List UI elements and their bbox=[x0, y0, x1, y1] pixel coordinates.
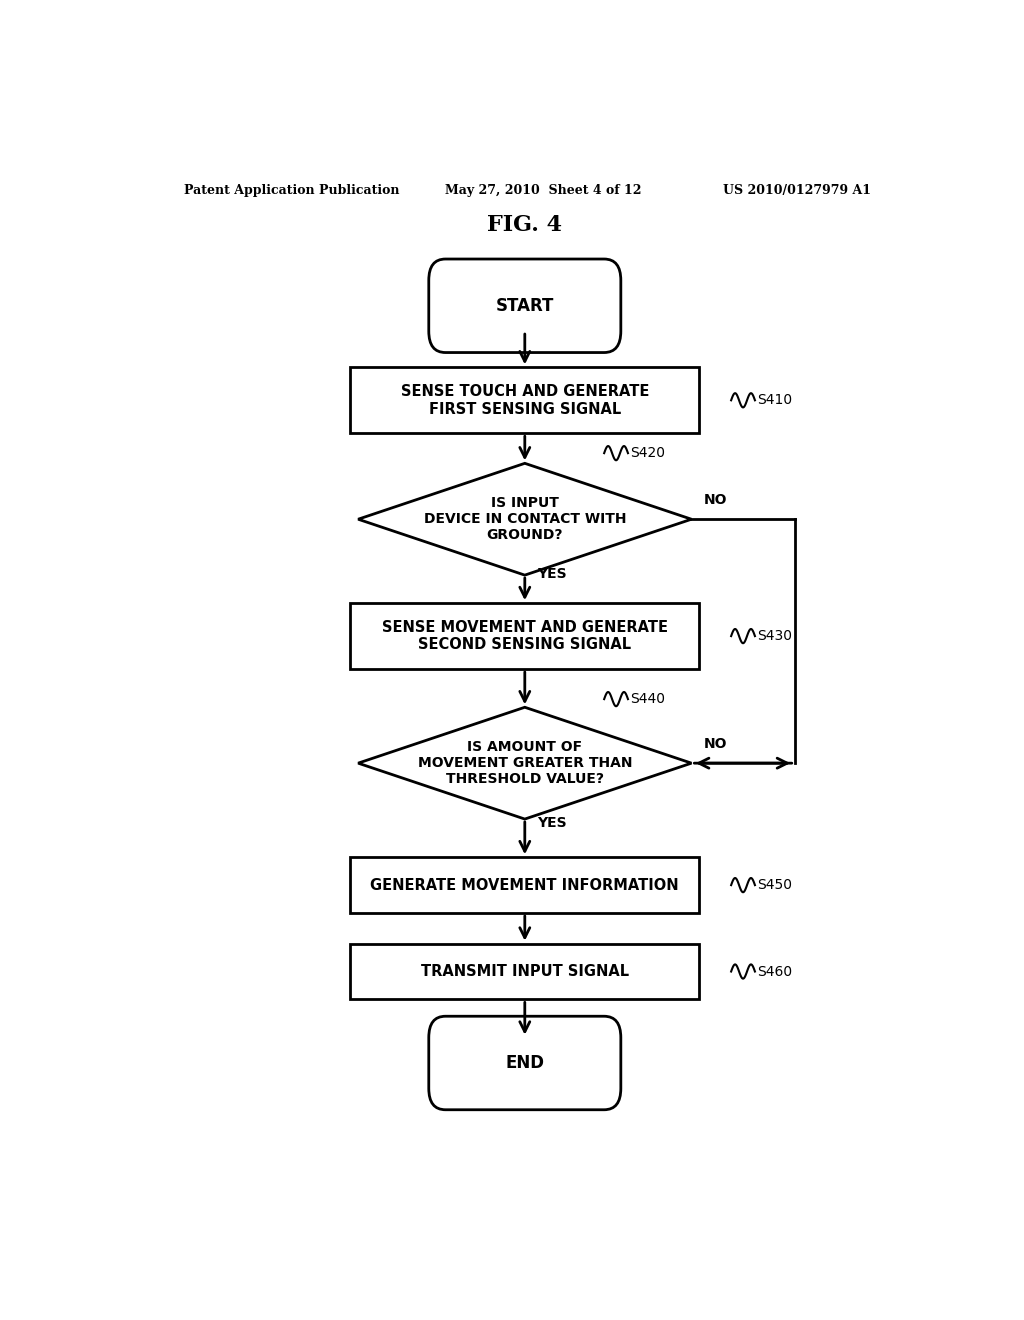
Text: IS AMOUNT OF
MOVEMENT GREATER THAN
THRESHOLD VALUE?: IS AMOUNT OF MOVEMENT GREATER THAN THRES… bbox=[418, 741, 632, 787]
Text: S410: S410 bbox=[758, 393, 793, 408]
Text: GENERATE MOVEMENT INFORMATION: GENERATE MOVEMENT INFORMATION bbox=[371, 878, 679, 892]
Text: S430: S430 bbox=[758, 630, 793, 643]
FancyBboxPatch shape bbox=[429, 259, 621, 352]
Polygon shape bbox=[358, 463, 691, 576]
Bar bbox=[350, 367, 699, 433]
Text: NO: NO bbox=[703, 494, 727, 507]
Text: US 2010/0127979 A1: US 2010/0127979 A1 bbox=[723, 183, 871, 197]
Text: NO: NO bbox=[703, 737, 727, 751]
Text: S450: S450 bbox=[758, 878, 793, 892]
Text: Patent Application Publication: Patent Application Publication bbox=[183, 183, 399, 197]
FancyBboxPatch shape bbox=[429, 1016, 621, 1110]
Polygon shape bbox=[358, 708, 691, 818]
Bar bbox=[350, 603, 699, 669]
Text: END: END bbox=[505, 1053, 545, 1072]
Text: TRANSMIT INPUT SIGNAL: TRANSMIT INPUT SIGNAL bbox=[421, 964, 629, 979]
Text: S460: S460 bbox=[758, 965, 793, 978]
Text: S440: S440 bbox=[631, 692, 666, 706]
Text: SENSE TOUCH AND GENERATE
FIRST SENSING SIGNAL: SENSE TOUCH AND GENERATE FIRST SENSING S… bbox=[400, 384, 649, 417]
Text: YES: YES bbox=[537, 816, 566, 830]
Text: SENSE MOVEMENT AND GENERATE
SECOND SENSING SIGNAL: SENSE MOVEMENT AND GENERATE SECOND SENSI… bbox=[382, 620, 668, 652]
Text: IS INPUT
DEVICE IN CONTACT WITH
GROUND?: IS INPUT DEVICE IN CONTACT WITH GROUND? bbox=[424, 496, 626, 543]
Text: FIG. 4: FIG. 4 bbox=[487, 214, 562, 236]
Text: YES: YES bbox=[537, 568, 566, 581]
Bar bbox=[350, 857, 699, 913]
Bar bbox=[350, 944, 699, 999]
Text: May 27, 2010  Sheet 4 of 12: May 27, 2010 Sheet 4 of 12 bbox=[445, 183, 642, 197]
Text: START: START bbox=[496, 297, 554, 314]
Text: S420: S420 bbox=[631, 446, 666, 461]
